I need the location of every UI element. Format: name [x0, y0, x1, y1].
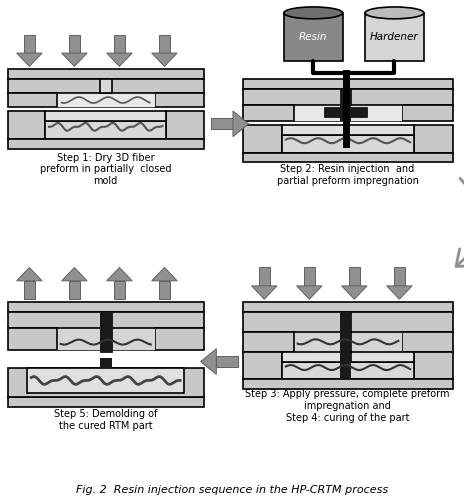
Bar: [24, 35, 35, 53]
Bar: [365, 13, 424, 62]
Ellipse shape: [365, 7, 424, 19]
Bar: [114, 35, 125, 53]
Text: Hardener: Hardener: [370, 32, 419, 42]
Polygon shape: [342, 286, 367, 299]
Bar: [243, 105, 294, 121]
Bar: [402, 332, 453, 352]
Bar: [8, 111, 45, 139]
Bar: [414, 352, 453, 379]
Text: Step 5: Demolding of
the cured RTM part: Step 5: Demolding of the cured RTM part: [54, 409, 157, 431]
Polygon shape: [201, 349, 216, 375]
Text: Step 3: Apply pressure, complete preform
impregnation and
Step 4: curing of the : Step 3: Apply pressure, complete preform…: [245, 389, 450, 422]
Bar: [166, 111, 204, 139]
Bar: [340, 89, 351, 105]
Bar: [282, 125, 414, 135]
Bar: [259, 267, 270, 286]
Bar: [159, 35, 170, 53]
Bar: [243, 89, 453, 105]
Bar: [243, 352, 282, 379]
Bar: [340, 352, 351, 379]
Polygon shape: [152, 53, 177, 67]
Polygon shape: [152, 267, 177, 281]
Bar: [340, 312, 351, 362]
Polygon shape: [107, 53, 132, 67]
Polygon shape: [252, 286, 277, 299]
Bar: [100, 79, 111, 95]
Bar: [45, 111, 166, 121]
Text: Resin: Resin: [299, 32, 328, 42]
Bar: [8, 70, 204, 79]
Polygon shape: [233, 111, 249, 137]
Bar: [282, 362, 414, 379]
Bar: [282, 352, 414, 362]
Bar: [8, 397, 204, 407]
Bar: [324, 107, 367, 117]
Bar: [8, 93, 57, 107]
Bar: [211, 118, 233, 129]
Bar: [349, 267, 360, 286]
Bar: [45, 121, 166, 139]
Bar: [294, 332, 402, 352]
Bar: [294, 105, 402, 121]
Bar: [114, 281, 125, 299]
Bar: [8, 368, 204, 397]
Bar: [216, 356, 238, 367]
Bar: [69, 35, 80, 53]
Bar: [27, 368, 184, 393]
Bar: [340, 312, 351, 332]
Polygon shape: [62, 267, 87, 281]
Bar: [282, 135, 414, 153]
Polygon shape: [17, 53, 42, 67]
Bar: [24, 281, 35, 299]
Bar: [8, 312, 204, 328]
Bar: [100, 79, 111, 93]
Text: Step 1: Dry 3D fiber
preform in partially  closed
mold: Step 1: Dry 3D fiber preform in partiall…: [40, 153, 172, 186]
Bar: [155, 328, 204, 350]
Polygon shape: [107, 267, 132, 281]
Text: Fig. 2  Resin injection sequence in the HP-CRTM process: Fig. 2 Resin injection sequence in the H…: [76, 486, 388, 496]
Polygon shape: [17, 267, 42, 281]
Bar: [402, 105, 453, 121]
Polygon shape: [62, 53, 87, 67]
Bar: [304, 267, 315, 286]
Polygon shape: [297, 286, 322, 299]
Bar: [243, 332, 294, 352]
Bar: [8, 328, 57, 350]
Bar: [8, 79, 204, 93]
Bar: [243, 379, 453, 389]
Bar: [340, 332, 351, 352]
Bar: [100, 328, 111, 350]
Bar: [243, 153, 453, 163]
Bar: [394, 267, 405, 286]
Bar: [57, 328, 155, 350]
Bar: [69, 281, 80, 299]
Bar: [57, 93, 155, 107]
FancyArrowPatch shape: [456, 178, 474, 266]
Bar: [8, 302, 204, 312]
Bar: [243, 302, 453, 312]
Bar: [8, 139, 204, 149]
Bar: [100, 358, 111, 368]
Bar: [340, 105, 351, 121]
Bar: [414, 125, 453, 153]
Bar: [100, 312, 111, 328]
Bar: [243, 79, 453, 89]
Bar: [284, 13, 343, 62]
Bar: [155, 93, 204, 107]
Bar: [243, 312, 453, 332]
Text: Step 2: Resin injection  and
partial preform impregnation: Step 2: Resin injection and partial pref…: [276, 165, 419, 186]
Bar: [243, 125, 282, 153]
Ellipse shape: [284, 7, 343, 19]
Bar: [100, 312, 111, 352]
Bar: [159, 281, 170, 299]
Polygon shape: [387, 286, 412, 299]
